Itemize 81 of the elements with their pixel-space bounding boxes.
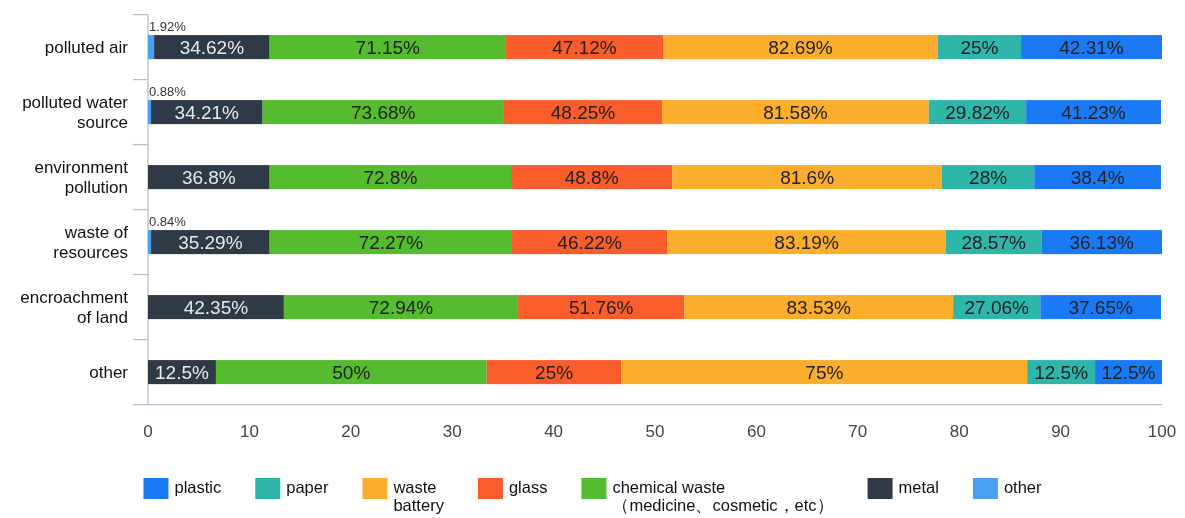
annotation: 25% (960, 36, 999, 58)
x-tick-label: 10 (239, 421, 259, 441)
y-tick-label: other (89, 363, 129, 383)
x-tick-label: 40 (544, 421, 564, 441)
y-tick-label: polluted air (44, 38, 129, 58)
annotation: 0.88% (149, 83, 187, 99)
annotation: 71.15% (355, 36, 421, 58)
x-tick-label: 20 (341, 421, 361, 441)
bar (148, 35, 155, 60)
y-tick-label: environment pollution (34, 158, 129, 198)
annotation: 41.23% (1061, 101, 1126, 123)
bar (667, 230, 947, 255)
annotation: 83.53% (786, 296, 852, 318)
annotation: 36.13% (1069, 231, 1134, 253)
annotation: 82.69% (768, 36, 833, 58)
legend-label: plastic (174, 477, 222, 496)
annotation: 47.12% (552, 36, 617, 58)
legend-label: paper (286, 477, 329, 496)
legend-label: metal (898, 477, 939, 496)
x-tick-label: 30 (442, 421, 462, 441)
annotation: 36.8% (181, 166, 236, 188)
x-tick-label: 60 (746, 421, 766, 441)
annotation: 34.21% (174, 101, 240, 123)
x-tick-label: 70 (848, 421, 868, 441)
bar (518, 295, 685, 320)
annotation: 29.82% (945, 101, 1010, 123)
annotation: 50% (332, 361, 371, 383)
annotation: 12.5% (1034, 361, 1089, 383)
annotation: 28% (969, 166, 1008, 188)
y-tick-label: polluted water source (22, 93, 129, 133)
legend-label: chemical waste （medicine、cosmetic，etc） (612, 477, 834, 514)
bar (215, 360, 487, 385)
annotation: 72.8% (363, 166, 418, 188)
bar (283, 295, 519, 320)
y-tick-label: waste of resources (53, 223, 129, 263)
bar (148, 230, 152, 255)
bar (511, 165, 673, 190)
bar (269, 230, 513, 255)
bar (621, 360, 1028, 385)
bar (269, 35, 506, 60)
bar (684, 295, 954, 320)
annotation: 12.5% (155, 361, 210, 383)
x-tick-label: 80 (949, 421, 969, 441)
annotation: 51.76% (569, 296, 634, 318)
bar (269, 165, 512, 190)
y-tick-label: encroachment of land (20, 288, 129, 328)
annotation: 72.27% (358, 231, 424, 253)
annotation: 81.6% (780, 166, 835, 188)
x-tick-label: 50 (645, 421, 665, 441)
annotation: 48.8% (564, 166, 619, 188)
bar (148, 100, 152, 125)
bar (672, 165, 942, 190)
bar (486, 360, 622, 385)
legend-label: other (1003, 477, 1043, 496)
annotation: 42.35% (183, 296, 249, 318)
annotation: 48.25% (550, 101, 616, 123)
legend-label: waste battery (392, 477, 445, 514)
bar (662, 100, 929, 125)
annotation: 72.94% (368, 296, 434, 318)
annotation: 83.19% (774, 231, 839, 253)
annotation: 12.5% (1101, 361, 1156, 383)
annotation: 0.84% (149, 213, 187, 229)
annotation: 37.65% (1068, 296, 1133, 318)
x-tick-label: 100 (1147, 421, 1177, 441)
annotation: 46.22% (557, 231, 622, 253)
annotation: 35.29% (178, 231, 243, 253)
annotation: 34.62% (179, 36, 245, 58)
annotation: 73.68% (351, 101, 416, 123)
legend-label: glass (508, 477, 548, 496)
bar (663, 35, 938, 60)
annotation: 28.57% (961, 231, 1026, 253)
annotation: 38.4% (1070, 166, 1125, 188)
annotation: 42.31% (1059, 36, 1124, 58)
annotation: 27.06% (964, 296, 1030, 318)
annotation: 81.58% (763, 101, 828, 123)
annotation: 1.92% (149, 18, 187, 34)
x-tick-label: 90 (1051, 421, 1071, 441)
bar (262, 100, 504, 125)
annotation: 75% (805, 361, 844, 383)
annotation: 25% (535, 361, 574, 383)
x-tick-label: 0 (143, 421, 153, 441)
